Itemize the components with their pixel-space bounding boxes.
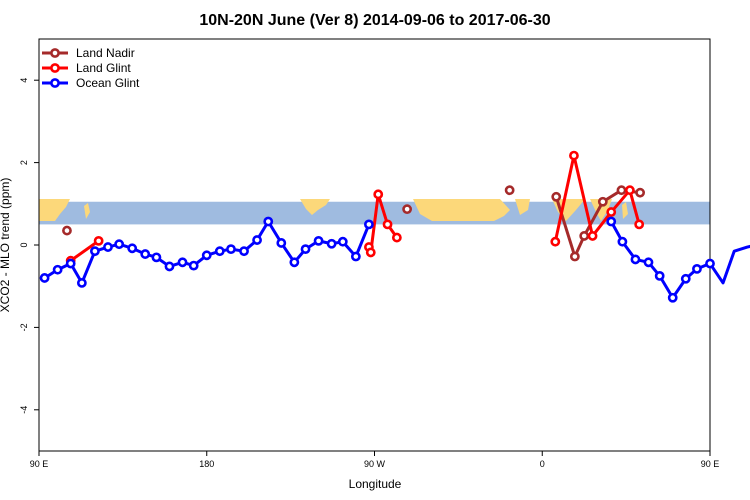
data-point-ocean-glint [654, 270, 665, 281]
data-point-ocean-glint [313, 235, 324, 246]
x-tick-label: 180 [199, 459, 214, 469]
y-axis: -4 -2 0 2 4 [19, 78, 39, 414]
data-point-land-glint [624, 185, 635, 196]
data-point-land-nadir [569, 251, 580, 262]
data-point-land-glint [550, 236, 561, 247]
data-point-ocean-glint [337, 236, 348, 247]
series-land-nadir [62, 185, 646, 262]
data-point-ocean-glint [114, 239, 125, 250]
data-point-ocean-glint [140, 249, 151, 259]
legend-label-land-nadir: Land Nadir [76, 46, 135, 60]
x-tick-label: 90 W [364, 459, 386, 469]
series-layer [39, 150, 750, 303]
data-point-ocean-glint [239, 246, 249, 257]
x-tick-label: 90 E [30, 459, 49, 469]
data-point-ocean-glint [326, 238, 337, 249]
series-line-land-glint [553, 154, 641, 243]
data-point-land-glint [606, 207, 617, 217]
data-point-ocean-glint [630, 254, 641, 265]
data-point-ocean-glint [667, 292, 678, 303]
legend-item-land-glint: Land Glint [42, 61, 131, 75]
chart-title: 10N-20N June (Ver 8) 2014-09-06 to 2017-… [199, 12, 550, 29]
x-tick-label: 0 [540, 459, 545, 469]
land-shape-philippines [622, 202, 628, 219]
data-point-land-nadir [579, 231, 590, 241]
legend-label-ocean-glint: Ocean Glint [76, 76, 140, 90]
legend-marker-ocean-glint [50, 78, 60, 88]
y-tick-label: -4 [19, 406, 29, 414]
y-tick-label: 0 [19, 242, 29, 247]
y-tick-label: -2 [19, 323, 29, 331]
data-point-ocean-glint [350, 251, 361, 262]
data-point-land-glint [93, 235, 104, 246]
data-point-ocean-glint [103, 242, 113, 252]
data-point-ocean-glint [151, 252, 162, 263]
data-point-land-glint [634, 219, 645, 230]
data-point-ocean-glint [226, 244, 236, 255]
data-point-land-glint [391, 232, 402, 243]
y-tick-label: 2 [19, 160, 29, 165]
land-shape-arabia [515, 199, 530, 215]
data-point-ocean-glint [39, 273, 50, 283]
land-shape-central-america [300, 199, 330, 215]
data-point-ocean-glint [617, 236, 628, 247]
data-point-ocean-glint [52, 264, 63, 275]
data-point-land-nadir [504, 185, 515, 196]
data-point-ocean-glint [300, 244, 311, 255]
x-axis-label: Longitude [349, 477, 402, 491]
data-point-land-glint [373, 189, 384, 200]
x-axis: 90 E 180 90 W 0 90 E [30, 451, 720, 469]
data-point-ocean-glint [252, 235, 262, 245]
data-point-ocean-glint [643, 257, 654, 268]
series-line-land-glint [69, 239, 100, 262]
land-shape-pacific-island [84, 203, 90, 219]
legend-label-land-glint: Land Glint [76, 61, 131, 75]
data-point-land-nadir [551, 191, 562, 202]
y-tick-label: 4 [19, 78, 29, 83]
land-shape-india [552, 199, 585, 221]
data-point-land-nadir [597, 196, 608, 207]
data-point-ocean-glint [705, 258, 715, 269]
legend-item-land-nadir: Land Nadir [42, 46, 135, 60]
data-point-land-nadir [62, 225, 72, 236]
data-point-ocean-glint [692, 263, 702, 274]
data-point-ocean-glint [201, 250, 212, 261]
land-shape-africa-west [39, 199, 70, 221]
data-point-ocean-glint [364, 219, 374, 230]
data-point-ocean-glint [289, 257, 300, 268]
plot-frame [38, 38, 711, 452]
data-point-ocean-glint [164, 261, 175, 272]
legend-marker-land-nadir [50, 48, 60, 58]
data-point-ocean-glint [65, 258, 76, 269]
data-point-ocean-glint [680, 273, 691, 284]
data-point-ocean-glint [188, 260, 199, 271]
series-land-glint [65, 150, 645, 266]
legend-marker-land-glint [50, 63, 60, 73]
data-point-land-glint [569, 150, 579, 161]
data-point-land-nadir [616, 185, 627, 196]
data-point-land-glint [382, 219, 393, 230]
data-point-ocean-glint [127, 243, 138, 254]
data-point-land-nadir [635, 187, 646, 198]
x-tick-label: 90 E [701, 459, 720, 469]
data-point-ocean-glint [276, 238, 287, 248]
land-shape-africa [413, 199, 510, 221]
data-point-ocean-glint [606, 216, 617, 227]
data-point-ocean-glint [90, 246, 100, 257]
data-point-land-glint [587, 231, 598, 241]
data-point-ocean-glint [177, 257, 188, 268]
data-point-ocean-glint [263, 216, 274, 227]
legend-item-ocean-glint: Ocean Glint [42, 76, 140, 90]
series-line-ocean-glint [609, 220, 750, 300]
data-point-land-glint [365, 247, 376, 258]
data-point-ocean-glint [214, 246, 225, 257]
data-point-ocean-glint [76, 278, 87, 288]
y-axis-label: XCO2 - MLO trend (ppm) [0, 178, 12, 313]
data-point-land-nadir [402, 204, 413, 215]
series-ocean-glint [39, 216, 750, 303]
